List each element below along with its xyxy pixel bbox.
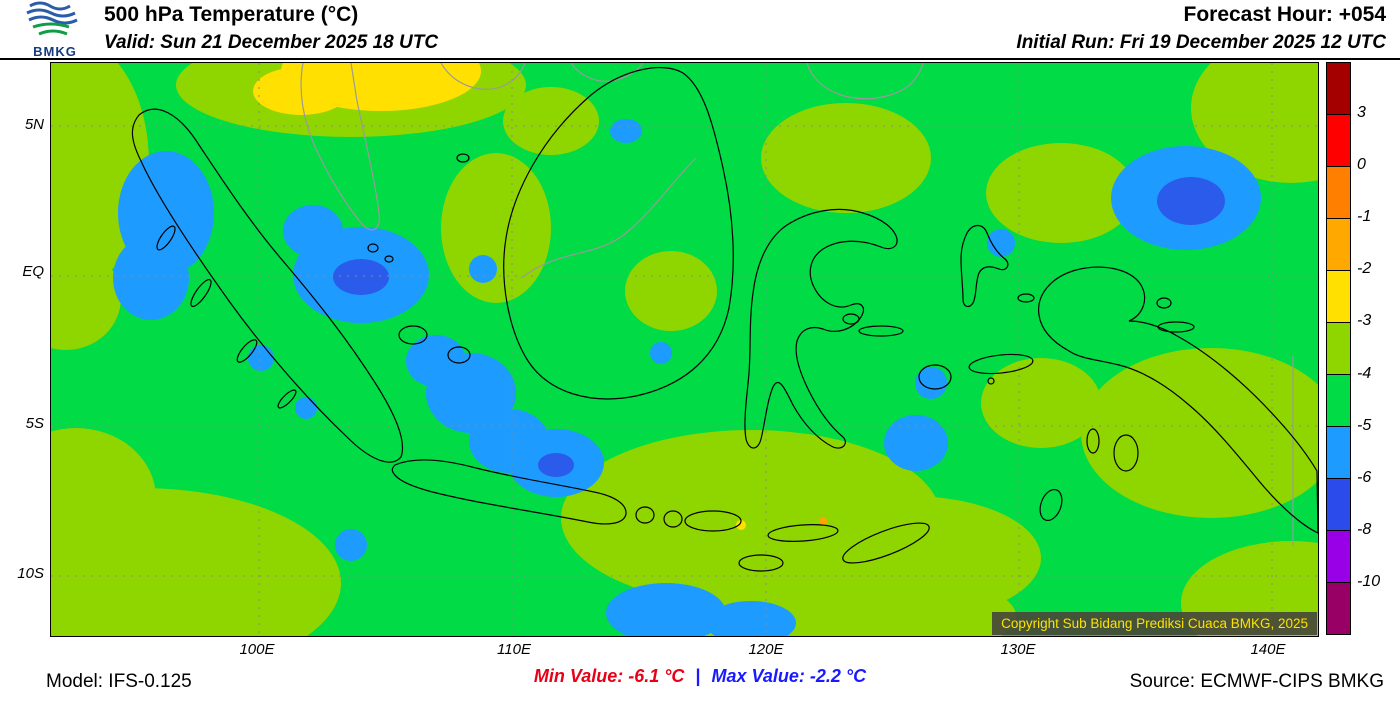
foreign-coastlines [300, 63, 1294, 546]
colorbar-tick: -8 [1357, 521, 1372, 538]
temp-fill-deep-blue [333, 177, 1225, 477]
minmax-separator: | [695, 666, 701, 686]
mindanao-coast [806, 63, 924, 100]
colorbar-block [1326, 270, 1351, 323]
colorbar-block [1326, 62, 1351, 115]
temperature-map-svg [51, 63, 1318, 636]
model-label: Model: IFS-0.125 [46, 671, 192, 692]
lat-label-eq: EQ [22, 263, 44, 280]
lon-label-100e: 100E [239, 641, 275, 658]
colorbar-tick: -1 [1357, 208, 1372, 225]
colorbar-tick: 0 [1357, 156, 1366, 173]
minmax-values: Min Value: -6.1 °C | Max Value: -2.2 °C [0, 666, 1400, 687]
header-right: Forecast Hour: +054 Initial Run: Fri 19 … [1016, 3, 1386, 54]
colorbar-tick: -4 [1357, 365, 1372, 382]
colorbar-tick: 3 [1357, 104, 1366, 121]
colorbar-tick: -6 [1357, 469, 1372, 486]
bmkg-logo-icon [26, 1, 78, 36]
page-title: 500 hPa Temperature (°C) [104, 3, 359, 26]
colorbar-tick: -10 [1357, 573, 1381, 590]
borneo-border [520, 157, 697, 279]
malay-peninsula-coast [300, 63, 380, 231]
bmkg-logo-label: BMKG [33, 44, 77, 59]
java-coastline [391, 459, 627, 525]
lat-label-10s: 10S [17, 565, 44, 582]
lat-label-5s: 5S [25, 415, 44, 432]
max-value: Max Value: -2.2 °C [711, 666, 867, 686]
footer: Model: IFS-0.125 Min Value: -6.1 °C | Ma… [0, 660, 1400, 709]
lon-label-130e: 130E [1000, 641, 1036, 658]
colorbar-block [1326, 166, 1351, 219]
colorbar-block [1326, 322, 1351, 375]
colorbar-block [1326, 582, 1351, 635]
lon-label-120e: 120E [748, 641, 784, 658]
bmkg-logo: BMKG [12, 1, 98, 58]
colorbar-block [1326, 478, 1351, 531]
title-block: 500 hPa Temperature (°C) Valid: Sun 21 D… [104, 3, 438, 54]
sumatra-coastline [131, 108, 404, 463]
lon-label-110e: 110E [497, 641, 531, 658]
indochina-coast [440, 63, 526, 90]
map-area: Copyright Sub Bidang Prediksi Cuaca BMKG… [50, 62, 1319, 637]
colorbar-tick: -3 [1357, 312, 1372, 329]
header: BMKG 500 hPa Temperature (°C) Valid: Sun… [0, 0, 1400, 60]
papua-coastline [1038, 266, 1318, 534]
min-value: Min Value: -6.1 °C [533, 666, 685, 686]
lon-label-140e: 140E [1250, 641, 1286, 658]
borneo-coastline [503, 67, 734, 400]
colorbar-block [1326, 374, 1351, 427]
colorbar-block [1326, 114, 1351, 167]
lat-label-5n: 5N [24, 116, 44, 133]
colorbar-block [1326, 530, 1351, 583]
colorbar-block [1326, 426, 1351, 479]
colorbar-block [1326, 218, 1351, 271]
temp-fill-orange [819, 517, 827, 525]
source-label: Source: ECMWF-CIPS BMKG [1129, 671, 1384, 692]
halmahera-coastline [960, 224, 1009, 308]
forecast-hour: Forecast Hour: +054 [1183, 3, 1387, 26]
colorbar-tick: -5 [1357, 417, 1372, 434]
valid-time: Valid: Sun 21 December 2025 18 UTC [104, 32, 439, 53]
initial-run: Initial Run: Fri 19 December 2025 12 UTC [1016, 32, 1386, 53]
colorbar-tick: -2 [1357, 260, 1372, 277]
temperature-colorbar [1326, 62, 1351, 635]
copyright-banner: Copyright Sub Bidang Prediksi Cuaca BMKG… [992, 612, 1317, 635]
coastlines [131, 67, 1318, 572]
graticule [51, 63, 1318, 636]
sulawesi-coastline [744, 208, 898, 449]
